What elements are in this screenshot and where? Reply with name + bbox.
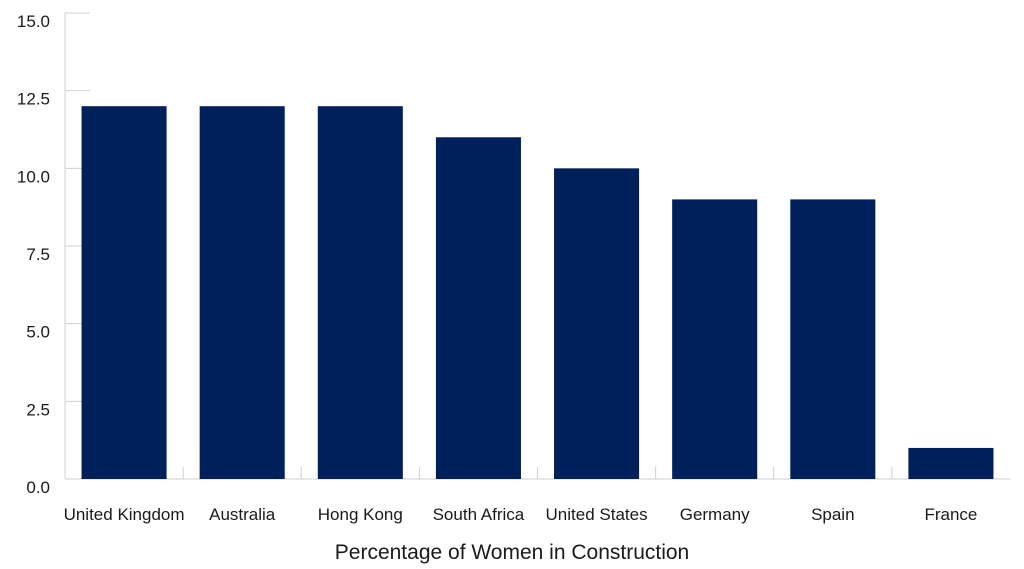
x-tick-label: France [924, 505, 977, 524]
bar-spain [790, 199, 876, 479]
bar-france [908, 447, 994, 479]
bar-united-kingdom [81, 106, 167, 479]
y-tick-label: 7.5 [26, 245, 50, 264]
y-tick-label: 5.0 [26, 323, 50, 342]
bar-germany [672, 199, 758, 479]
bars [81, 106, 994, 480]
bar-united-states [554, 168, 640, 480]
bar-south-africa [435, 137, 521, 479]
x-tick-label: United States [546, 505, 648, 524]
x-tick-label: South Africa [433, 505, 525, 524]
bar-hong-kong [317, 106, 403, 479]
x-tick-label: United Kingdom [64, 505, 185, 524]
y-tick-label: 15.0 [17, 12, 50, 31]
y-tick-label: 0.0 [26, 478, 50, 497]
x-axis-title: Percentage of Women in Construction [335, 541, 689, 564]
x-axis: United Kingdom Australia Hong Kong South Af… [64, 467, 1010, 524]
y-tick-label: 2.5 [26, 400, 50, 419]
y-axis: 0.0 2.5 5.0 7.5 10.0 12.5 15.0 [17, 12, 90, 497]
x-tick-label: Hong Kong [318, 505, 403, 524]
x-tick-label: Spain [811, 505, 854, 524]
x-tick-label: Australia [209, 505, 276, 524]
bar-australia [199, 106, 285, 479]
x-tick-label: Germany [680, 505, 750, 524]
y-tick-label: 10.0 [17, 167, 50, 186]
y-tick-label: 12.5 [17, 90, 50, 109]
